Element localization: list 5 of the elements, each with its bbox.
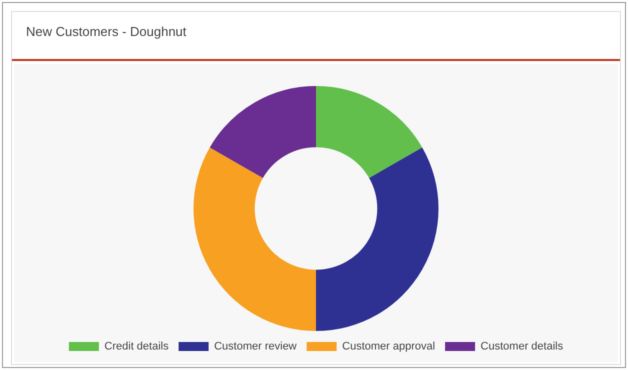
chart-title: New Customers - Doughnut [26, 24, 186, 39]
legend-label: Customer review [214, 340, 297, 353]
legend-label: Customer approval [342, 340, 436, 353]
legend-label: Credit details [104, 340, 170, 353]
legend-label: Customer details [480, 340, 564, 353]
